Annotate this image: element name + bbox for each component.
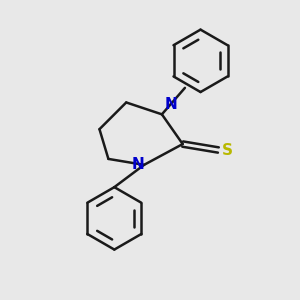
Text: N: N bbox=[164, 97, 177, 112]
Text: S: S bbox=[222, 142, 233, 158]
Text: N: N bbox=[132, 158, 144, 172]
